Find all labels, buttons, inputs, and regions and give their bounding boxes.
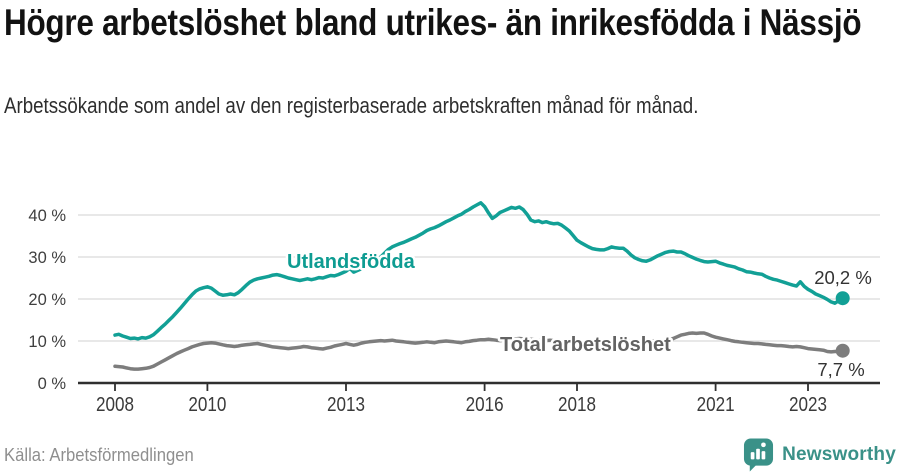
- series-end-value-utlandsfodda: 20,2 %: [814, 267, 872, 288]
- chart-subtitle: Arbetssökande som andel av den registerb…: [4, 93, 699, 118]
- x-axis-tick-label: 2013: [327, 394, 365, 416]
- newsworthy-logo[interactable]: Newsworthy: [743, 437, 896, 473]
- x-axis-tick-label: 2016: [466, 394, 504, 416]
- series-end-dot-utlandsfodda: [835, 291, 850, 306]
- page-title: Högre arbetslöshet bland utrikes- än inr…: [4, 2, 862, 43]
- newsworthy-wordmark: Newsworthy: [782, 444, 896, 465]
- newsworthy-logo-icon: [744, 438, 774, 472]
- series-label-total: Total arbetslöshet: [500, 334, 671, 356]
- series-line-utlandsfodda: [113, 201, 845, 341]
- y-axis-tick-label: 10 %: [28, 333, 66, 351]
- series-line-total: [113, 331, 845, 371]
- series-end-value-total: 7,7 %: [817, 359, 864, 380]
- x-axis-tick-label: 2018: [558, 394, 596, 416]
- x-axis-tick-label: 2023: [789, 394, 827, 416]
- x-axis-tick-label: 2008: [96, 394, 134, 416]
- y-axis-tick-label: 20 %: [28, 291, 66, 309]
- series-label-utlandsfodda: Utlandsfödda: [287, 251, 416, 273]
- source-note: Källa: Arbetsförmedlingen: [4, 444, 194, 465]
- series-end-dot-total: [835, 343, 850, 358]
- y-axis-tick-label: 0 %: [38, 375, 67, 393]
- x-axis-tick-label: 2010: [188, 394, 226, 416]
- y-axis-tick-label: 40 %: [28, 207, 66, 225]
- y-axis-tick-label: 30 %: [28, 249, 66, 267]
- x-axis-tick-label: 2021: [697, 394, 735, 416]
